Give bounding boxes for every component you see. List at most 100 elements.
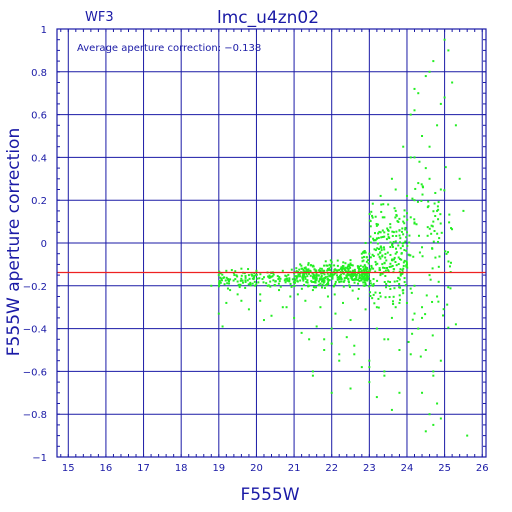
data-point [334, 280, 337, 283]
data-point [402, 264, 405, 267]
data-point [339, 274, 342, 277]
data-point [279, 277, 282, 280]
data-point [403, 281, 406, 284]
data-point [386, 251, 389, 254]
data-point [340, 280, 343, 283]
data-point [330, 273, 333, 276]
data-point [262, 319, 265, 322]
data-point [288, 277, 291, 280]
data-point [259, 293, 262, 296]
data-point [405, 265, 408, 268]
data-point [404, 226, 407, 229]
data-point [278, 280, 281, 283]
data-point [394, 188, 397, 191]
y-tick-label: 0.4 [31, 153, 47, 164]
data-point [269, 280, 272, 283]
data-point [389, 281, 392, 284]
data-point [430, 232, 433, 235]
data-point [383, 248, 386, 251]
data-point [301, 267, 304, 270]
data-point [451, 81, 454, 84]
data-point [312, 277, 315, 280]
data-point [349, 387, 352, 390]
data-point [270, 314, 273, 317]
data-point [439, 359, 442, 362]
data-point [241, 279, 244, 282]
data-point [314, 277, 317, 280]
data-point [381, 229, 384, 232]
data-point [340, 276, 343, 279]
data-point [443, 38, 446, 41]
data-point [411, 318, 414, 321]
data-point [375, 327, 378, 330]
data-point [249, 281, 252, 284]
data-point [406, 212, 409, 215]
data-point [248, 277, 251, 280]
average-annotation: Average aperture correction: −0.138 [77, 43, 261, 54]
data-point [367, 262, 370, 265]
data-point [319, 269, 322, 272]
data-point [233, 274, 236, 277]
data-point [404, 228, 407, 231]
data-point [346, 272, 349, 275]
data-point [369, 268, 372, 271]
data-point [428, 145, 431, 148]
data-point [340, 273, 343, 276]
data-point [270, 275, 273, 278]
data-point [391, 264, 394, 267]
data-point [377, 232, 380, 235]
data-point [319, 306, 322, 309]
data-point [383, 262, 386, 265]
data-point [295, 277, 298, 280]
data-point [249, 282, 252, 285]
data-point [358, 268, 361, 271]
data-point [373, 302, 376, 305]
data-point [295, 267, 298, 270]
data-point [225, 301, 228, 304]
data-point [320, 286, 323, 289]
data-point [313, 274, 316, 277]
data-point [413, 199, 416, 202]
data-point [387, 280, 390, 283]
data-point [402, 145, 405, 148]
data-point [328, 279, 331, 282]
data-point [424, 167, 427, 170]
data-point [218, 279, 221, 282]
data-point [360, 270, 363, 273]
data-point [326, 282, 329, 285]
data-point [418, 160, 421, 163]
data-point [368, 219, 371, 222]
data-point [338, 353, 341, 356]
data-point [349, 266, 352, 269]
data-point [326, 295, 329, 298]
data-point [312, 281, 315, 284]
data-point [413, 218, 416, 221]
data-point [236, 293, 239, 296]
data-point [380, 246, 383, 249]
data-point [403, 249, 406, 252]
data-point [421, 193, 424, 196]
data-point [417, 327, 420, 330]
data-point [238, 284, 241, 287]
data-point [425, 294, 428, 297]
data-point [379, 231, 382, 234]
data-point [318, 278, 321, 281]
data-point [328, 263, 331, 266]
data-point [340, 266, 343, 269]
data-point [413, 156, 416, 159]
data-point [345, 274, 348, 277]
data-point [222, 276, 225, 279]
data-point [408, 234, 411, 237]
data-point [409, 113, 412, 116]
data-point [297, 273, 300, 276]
data-point [374, 249, 377, 252]
data-point [438, 255, 441, 258]
data-point [369, 291, 372, 294]
data-point [400, 258, 403, 261]
data-point [317, 280, 320, 283]
data-point [373, 232, 376, 235]
data-point [398, 257, 401, 260]
data-point [421, 306, 424, 309]
data-point [358, 274, 361, 277]
data-point [321, 283, 324, 286]
